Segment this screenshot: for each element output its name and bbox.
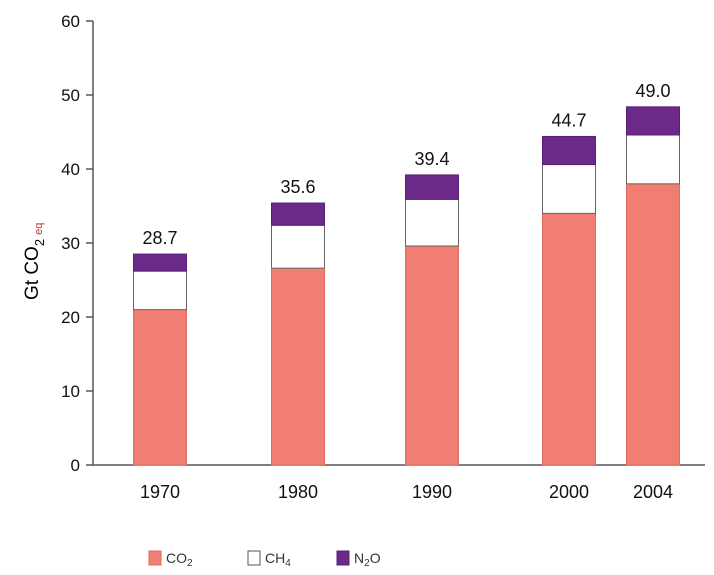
bar-segment-co2-1990 — [405, 245, 459, 466]
bar-segment-co2-2004 — [626, 183, 680, 466]
x-tick-label: 1990 — [412, 482, 452, 502]
legend-item-co2: CO2 — [148, 550, 193, 569]
bar-segment-n2o-2000 — [542, 135, 596, 166]
total-label-1970: 28.7 — [142, 228, 177, 248]
y-tick-label: 40 — [61, 160, 80, 179]
legend-item-ch4: CH4 — [247, 550, 291, 569]
bar-segment-ch4-1990 — [405, 198, 459, 247]
y-ticks: 0 10 20 30 40 50 60 — [61, 12, 93, 475]
bar-segment-ch4-1970 — [133, 270, 187, 311]
bar-segment-ch4-2004 — [626, 134, 680, 185]
x-tick-label: 2000 — [549, 482, 589, 502]
bar-segment-ch4-1980 — [271, 224, 325, 269]
bar-2000 — [542, 135, 596, 466]
x-tick-label: 2004 — [633, 482, 673, 502]
y-tick-label: 10 — [61, 382, 80, 401]
bar-2004 — [626, 106, 680, 466]
total-label-1980: 35.6 — [280, 177, 315, 197]
bar-segment-n2o-2004 — [626, 106, 680, 136]
y-tick-label: 60 — [61, 12, 80, 31]
legend-label-n2o: N2O — [354, 550, 381, 569]
bar-segment-n2o-1990 — [405, 174, 459, 200]
y-axis-label: Gt CO2eq — [22, 223, 47, 300]
bar-segment-n2o-1980 — [271, 202, 325, 226]
x-tick-label: 1970 — [140, 482, 180, 502]
bars — [133, 106, 680, 466]
legend-item-n2o: N2O — [336, 550, 381, 569]
bar-1990 — [405, 174, 459, 466]
y-tick-label: 50 — [61, 86, 80, 105]
legend-label-co2: CO2 — [166, 550, 193, 569]
legend-swatch-co2 — [148, 550, 162, 566]
total-label-2004: 49.0 — [635, 81, 670, 101]
y-tick-label: 20 — [61, 308, 80, 327]
bar-segment-co2-1980 — [271, 267, 325, 466]
legend-swatch-ch4 — [247, 550, 261, 566]
total-label-1990: 39.4 — [414, 149, 449, 169]
total-labels: 28.7 35.6 39.4 44.7 49.0 — [142, 81, 670, 248]
bar-1970 — [133, 253, 187, 466]
x-tick-labels: 1970 1980 1990 2000 2004 — [140, 482, 673, 502]
y-tick-label: 0 — [71, 456, 80, 475]
legend-swatch-n2o — [336, 550, 350, 566]
total-label-2000: 44.7 — [551, 110, 586, 130]
y-tick-label: 30 — [61, 234, 80, 253]
bar-segment-co2-1970 — [133, 309, 187, 466]
legend-label-ch4: CH4 — [265, 550, 291, 569]
bar-1980 — [271, 202, 325, 466]
bar-segment-n2o-1970 — [133, 253, 187, 272]
bar-segment-co2-2000 — [542, 212, 596, 466]
bar-segment-ch4-2000 — [542, 164, 596, 214]
x-tick-label: 1980 — [278, 482, 318, 502]
legend: CO2 CH4 N2O — [148, 550, 381, 569]
